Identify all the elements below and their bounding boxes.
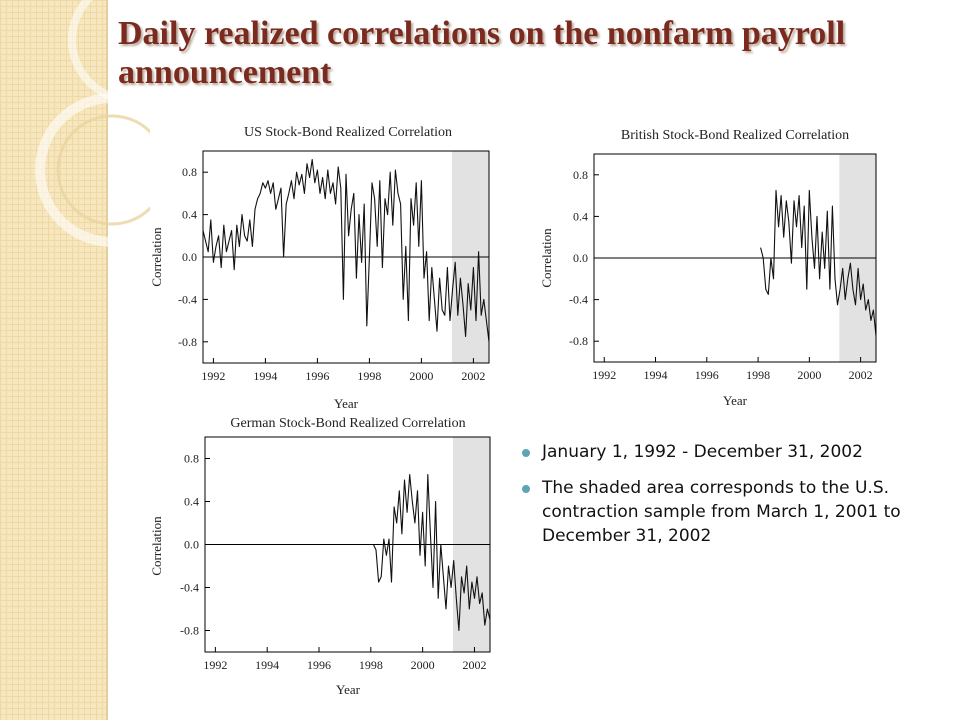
- x-tick-label: 1992: [592, 368, 616, 382]
- x-tick-label: 1994: [644, 368, 668, 382]
- x-tick-label: 1994: [255, 658, 279, 672]
- series-line: [760, 189, 877, 337]
- decorative-rings: [35, 0, 150, 247]
- chart-svg: British Stock-Bond Realized Correlation …: [539, 128, 877, 408]
- chart-german-stock-bond: German Stock-Bond Realized Correlation 0…: [145, 407, 495, 702]
- slide-title: Daily realized correlations on the nonfa…: [118, 15, 846, 91]
- y-tick-label: 0.0: [182, 250, 197, 264]
- y-axis-label: Correlation: [539, 228, 554, 288]
- x-tick-label: 1998: [746, 368, 770, 382]
- chart-title: German Stock-Bond Realized Correlation: [230, 416, 465, 431]
- y-tick-label: 0.4: [573, 209, 588, 223]
- y-tick-label: -0.4: [180, 581, 199, 595]
- x-tick-label: 1994: [253, 369, 277, 383]
- series-line: [202, 158, 490, 342]
- y-tick-label: -0.8: [180, 624, 199, 638]
- bullet-item: January 1, 1992 - December 31, 2002: [520, 440, 940, 464]
- chart-title: British Stock-Bond Realized Correlation: [621, 128, 849, 143]
- x-tick-label: 1998: [357, 369, 381, 383]
- y-axis-label: Correlation: [149, 227, 164, 287]
- x-tick-label: 2002: [461, 369, 485, 383]
- x-tick-label: 2000: [797, 368, 821, 382]
- y-tick-label: -0.8: [569, 334, 588, 348]
- x-tick-label: 1996: [307, 658, 331, 672]
- chart-british-stock-bond: British Stock-Bond Realized Correlation …: [538, 123, 888, 413]
- bullet-list: January 1, 1992 - December 31, 2002 The …: [520, 440, 940, 560]
- x-tick-label: 2000: [411, 658, 435, 672]
- x-axis-label: Year: [336, 682, 361, 697]
- y-tick-label: 0.8: [182, 165, 197, 179]
- y-axis-label: Correlation: [149, 516, 164, 576]
- series-line: [372, 474, 491, 632]
- x-tick-label: 2002: [462, 658, 486, 672]
- y-tick-label: -0.8: [178, 335, 197, 349]
- x-tick-label: 1998: [359, 658, 383, 672]
- y-tick-label: 0.0: [573, 251, 588, 265]
- x-axis-label: Year: [334, 396, 359, 411]
- y-tick-label: 0.4: [184, 495, 199, 509]
- x-tick-label: 1992: [203, 658, 227, 672]
- x-tick-label: 1992: [201, 369, 225, 383]
- chart-us-stock-bond: US Stock-Bond Realized Correlation 0.8 0.…: [145, 118, 495, 416]
- chart-svg: German Stock-Bond Realized Correlation 0…: [149, 416, 491, 697]
- y-tick-label: -0.4: [569, 293, 588, 307]
- bullet-text: The shaded area corresponds to the U.S. …: [542, 478, 901, 546]
- bullet-dot-icon: [522, 449, 530, 457]
- y-tick-label: 0.8: [573, 168, 588, 182]
- x-tick-label: 2002: [849, 368, 873, 382]
- chart-svg: US Stock-Bond Realized Correlation 0.8 0.…: [149, 125, 490, 411]
- x-tick-label: 2000: [409, 369, 433, 383]
- bullet-item: The shaded area corresponds to the U.S. …: [520, 476, 940, 548]
- x-tick-label: 1996: [305, 369, 329, 383]
- chart-title: US Stock-Bond Realized Correlation: [244, 125, 452, 140]
- y-tick-label: -0.4: [178, 292, 197, 306]
- x-tick-label: 1996: [695, 368, 719, 382]
- x-axis-label: Year: [723, 393, 748, 408]
- y-tick-label: 0.8: [184, 452, 199, 466]
- y-tick-label: 0.0: [184, 538, 199, 552]
- y-tick-label: 0.4: [182, 208, 197, 222]
- bullet-dot-icon: [522, 485, 530, 493]
- bullet-text: January 1, 1992 - December 31, 2002: [542, 442, 863, 462]
